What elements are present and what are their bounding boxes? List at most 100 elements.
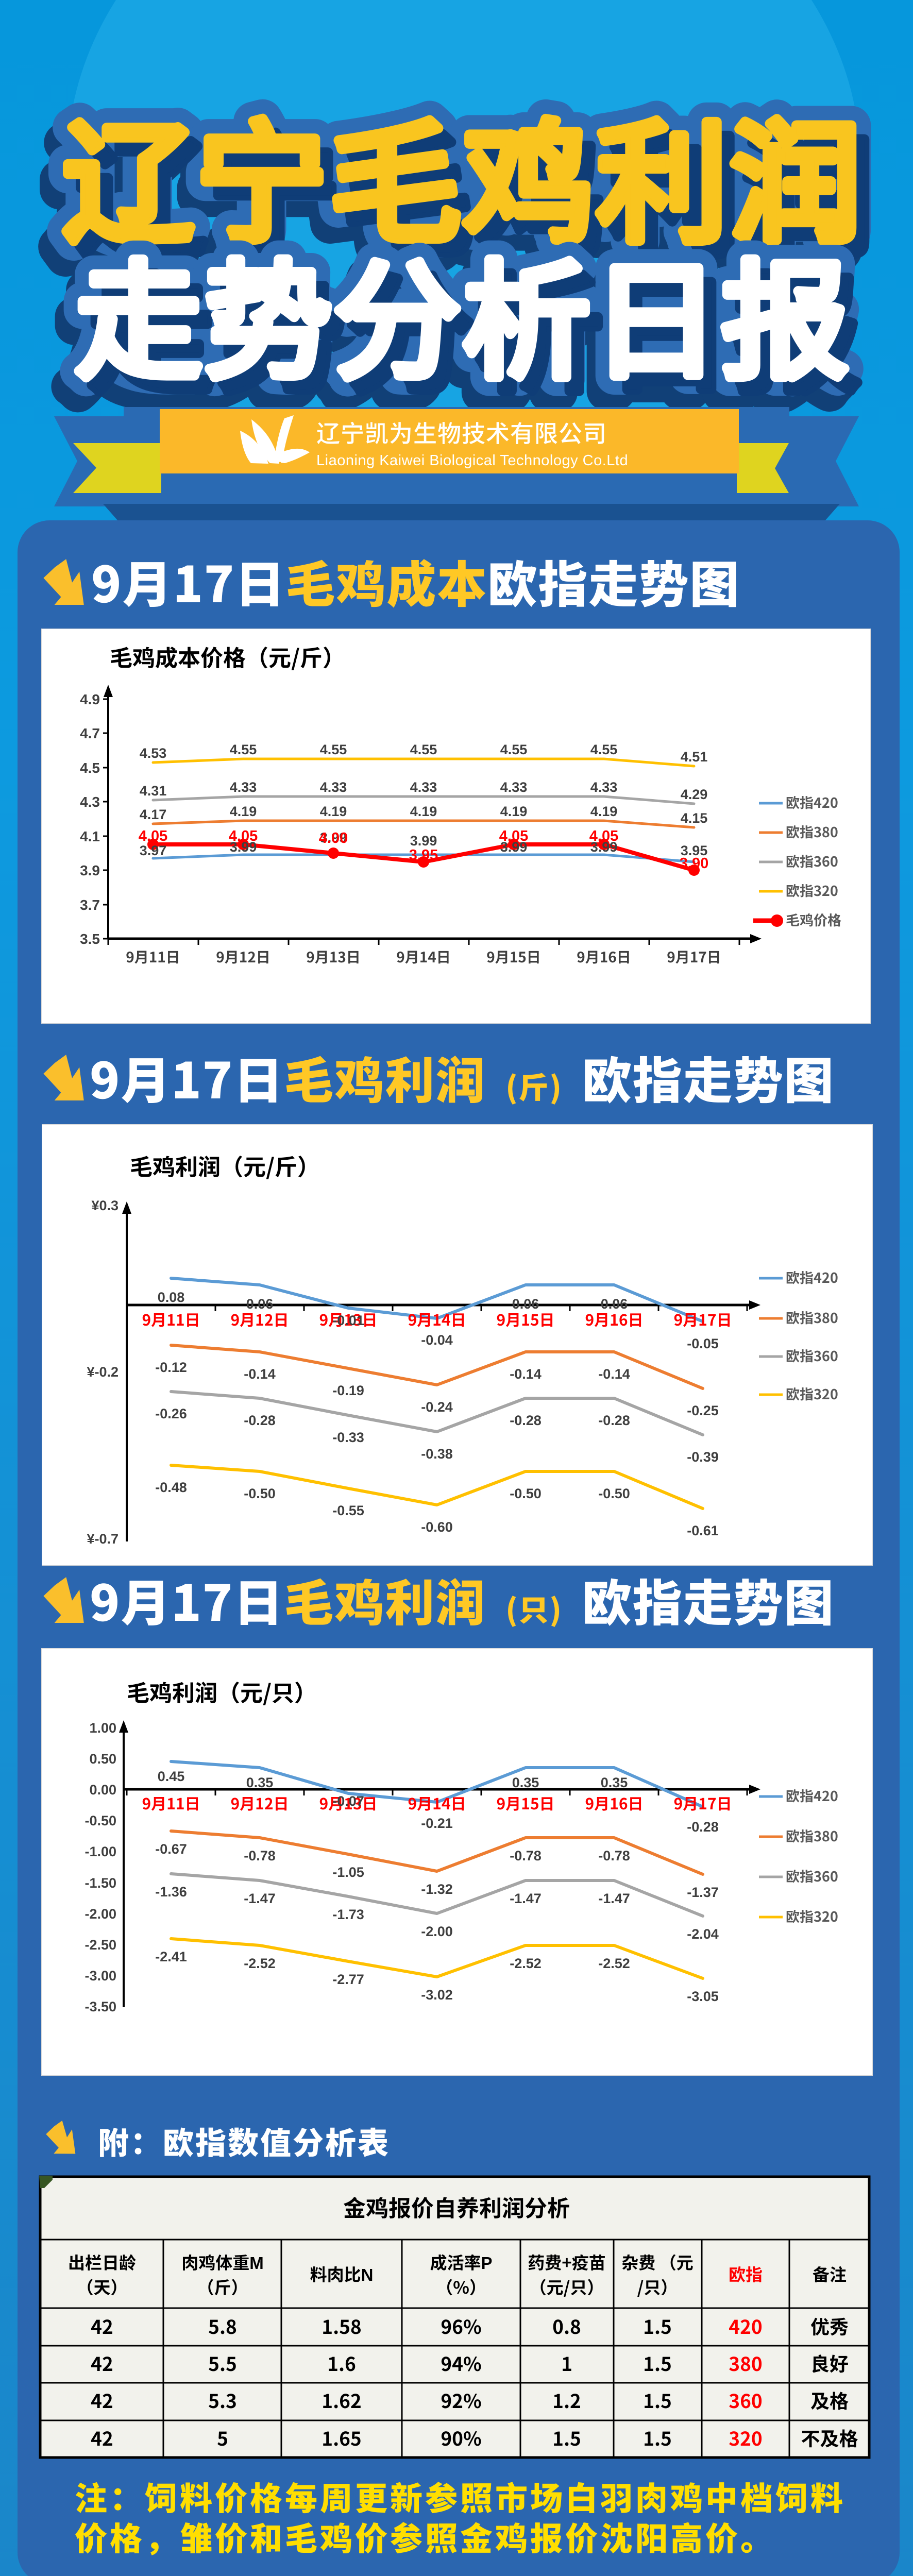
svg-text:1.00: 1.00	[89, 1720, 116, 1736]
svg-text:-0.19: -0.19	[332, 1383, 364, 1398]
svg-text:-2.52: -2.52	[598, 1956, 630, 1971]
svg-text:-0.48: -0.48	[155, 1480, 187, 1495]
svg-text:辽宁毛鸡利润: 辽宁毛鸡利润	[75, 125, 876, 273]
svg-text:9月11日: 9月11日	[142, 1791, 200, 1814]
svg-text:9月15日: 9月15日	[496, 1791, 554, 1814]
svg-text:-0.50: -0.50	[510, 1486, 542, 1501]
svg-text:9月12日: 9月12日	[230, 1791, 289, 1814]
svg-text:1.5: 1.5	[552, 2424, 581, 2451]
svg-text:成活率P: 成活率P	[430, 2249, 492, 2274]
svg-text:9月16日: 9月16日	[585, 1308, 643, 1330]
svg-text:9月14日: 9月14日	[408, 1308, 466, 1330]
svg-text:-2.04: -2.04	[687, 1926, 719, 1942]
svg-text:5.5: 5.5	[208, 2349, 237, 2377]
svg-text:-0.24: -0.24	[421, 1399, 453, 1415]
svg-text:欧指380: 欧指380	[786, 1825, 838, 1845]
svg-text:4.15: 4.15	[681, 810, 708, 826]
svg-text:0.35: 0.35	[246, 1775, 274, 1790]
svg-text:9月16日: 9月16日	[585, 1791, 643, 1814]
svg-text:-0.21: -0.21	[421, 1816, 453, 1831]
svg-text:4.31: 4.31	[140, 783, 167, 799]
svg-text:-1.37: -1.37	[687, 1885, 719, 1900]
svg-text:（斤）: （斤）	[197, 2274, 248, 2299]
svg-text:药费+疫苗: 药费+疫苗	[528, 2249, 605, 2274]
svg-text:0.06: 0.06	[601, 1296, 628, 1312]
svg-text:92%: 92%	[441, 2386, 481, 2414]
svg-text:4.3: 4.3	[80, 794, 100, 810]
svg-text:3.99: 3.99	[410, 833, 437, 849]
svg-text:辽宁毛鸡利润: 辽宁毛鸡利润	[62, 111, 863, 259]
svg-text:4.33: 4.33	[320, 779, 347, 795]
svg-text:-0.04: -0.04	[421, 1332, 453, 1348]
svg-text:-0.01: -0.01	[332, 1313, 364, 1328]
svg-text:4.55: 4.55	[500, 742, 528, 757]
svg-text:1.5: 1.5	[643, 2312, 672, 2340]
svg-text:4.55: 4.55	[410, 742, 437, 757]
svg-text:肉鸡体重M: 肉鸡体重M	[181, 2249, 264, 2274]
svg-text:4.9: 4.9	[80, 691, 100, 707]
svg-text:1.65: 1.65	[322, 2424, 362, 2451]
svg-text:9月11日: 9月11日	[126, 946, 180, 967]
svg-text:90%: 90%	[441, 2424, 481, 2451]
svg-text:走势分析日报: 走势分析日报	[75, 251, 851, 394]
svg-text:-0.50: -0.50	[598, 1486, 630, 1501]
svg-text:3.9: 3.9	[80, 862, 100, 878]
svg-text:0.08: 0.08	[158, 1290, 185, 1305]
svg-text:-0.28: -0.28	[598, 1413, 630, 1428]
svg-text:-0.60: -0.60	[421, 1519, 453, 1535]
svg-text:-0.12: -0.12	[155, 1360, 187, 1375]
svg-text:-0.14: -0.14	[510, 1366, 542, 1382]
svg-text:欧指380: 欧指380	[786, 821, 838, 841]
svg-text:1.62: 1.62	[322, 2386, 362, 2414]
svg-text:9月17日: 9月17日	[667, 946, 721, 967]
svg-text:4.05: 4.05	[589, 828, 618, 844]
svg-text:金鸡报价自养利润分析: 金鸡报价自养利润分析	[343, 2190, 570, 2223]
svg-text:价格，雏价和毛鸡价参照金鸡报价沈阳高价。: 价格，雏价和毛鸡价参照金鸡报价沈阳高价。	[75, 2513, 775, 2560]
svg-text:（天）: （天）	[77, 2274, 128, 2299]
svg-text:4.5: 4.5	[80, 760, 100, 776]
svg-text:360: 360	[729, 2386, 763, 2414]
svg-text:9月12日: 9月12日	[216, 946, 270, 967]
svg-text:-1.47: -1.47	[510, 1891, 542, 1906]
svg-text:4.33: 4.33	[590, 779, 618, 795]
svg-text:3.99: 3.99	[500, 839, 528, 855]
svg-text:1.5: 1.5	[643, 2349, 672, 2377]
svg-text:1.6: 1.6	[327, 2349, 356, 2377]
svg-text:4.17: 4.17	[140, 807, 167, 822]
svg-text:-1.47: -1.47	[244, 1891, 276, 1906]
svg-text:欧指420: 欧指420	[786, 1267, 838, 1287]
svg-text:-0.25: -0.25	[687, 1403, 719, 1418]
svg-text:-0.78: -0.78	[598, 1848, 630, 1863]
svg-text:-1.32: -1.32	[421, 1882, 453, 1897]
svg-text:1.5: 1.5	[643, 2424, 672, 2451]
svg-text:Liaoning Kaiwei Biological Tec: Liaoning Kaiwei Biological Technology Co…	[316, 452, 628, 469]
svg-text:-0.33: -0.33	[332, 1430, 364, 1445]
svg-text:3.90: 3.90	[680, 855, 708, 872]
svg-text:3.5: 3.5	[80, 931, 100, 947]
svg-text:4.19: 4.19	[320, 804, 347, 819]
svg-text:¥-0.7: ¥-0.7	[87, 1531, 119, 1547]
svg-text:4.33: 4.33	[410, 779, 437, 795]
svg-text:-0.50: -0.50	[84, 1813, 116, 1828]
svg-text:5.8: 5.8	[208, 2312, 237, 2340]
svg-text:4.00: 4.00	[319, 830, 348, 846]
svg-text:4.19: 4.19	[590, 804, 618, 819]
svg-text:欧指: 欧指	[729, 2261, 763, 2286]
svg-text:优秀: 优秀	[810, 2312, 849, 2340]
svg-text:-2.77: -2.77	[332, 1972, 364, 1987]
svg-text:42: 42	[91, 2349, 113, 2377]
svg-text:出栏日龄: 出栏日龄	[68, 2249, 136, 2274]
svg-text:-0.39: -0.39	[687, 1449, 719, 1465]
svg-text:备注: 备注	[813, 2261, 847, 2286]
svg-text:-0.28: -0.28	[244, 1413, 276, 1428]
svg-text:辽宁毛鸡利润: 辽宁毛鸡利润	[62, 111, 863, 259]
svg-text:5.3: 5.3	[208, 2386, 237, 2414]
svg-text:9月15日: 9月15日	[496, 1308, 554, 1330]
svg-text:-3.00: -3.00	[84, 1968, 116, 1984]
svg-text:42: 42	[91, 2386, 113, 2414]
svg-text:毛鸡价格: 毛鸡价格	[786, 909, 841, 929]
svg-text:¥0.3: ¥0.3	[91, 1198, 119, 1213]
svg-text:1.5: 1.5	[643, 2386, 672, 2414]
svg-text:4.19: 4.19	[230, 804, 257, 819]
svg-text:不及格: 不及格	[801, 2424, 858, 2451]
